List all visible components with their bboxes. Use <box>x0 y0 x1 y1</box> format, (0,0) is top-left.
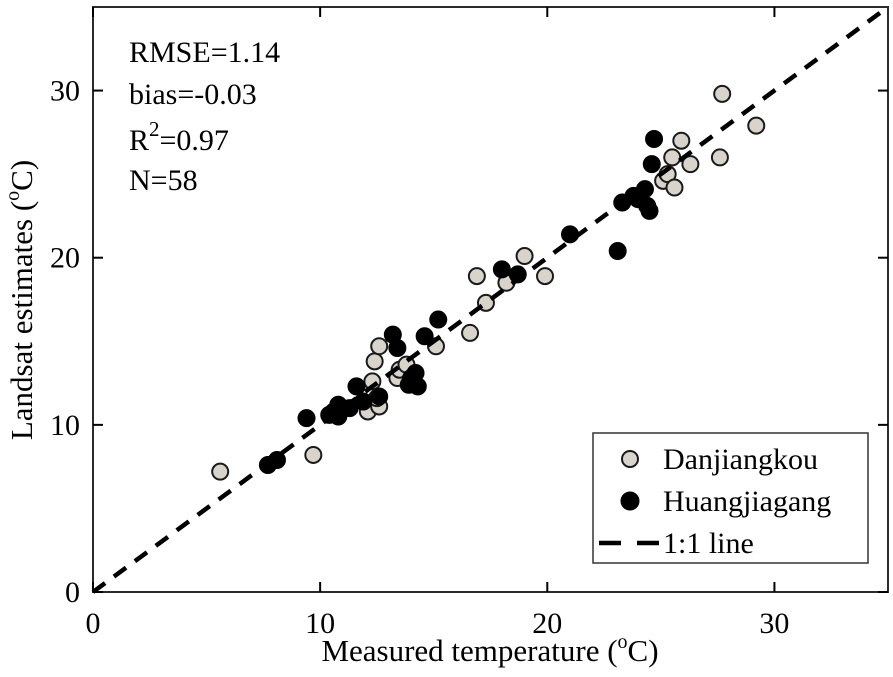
legend-label-huangjiagang: Huangjiagang <box>663 485 831 518</box>
data-point-huangjiagang <box>406 364 425 383</box>
x-tick-label: 0 <box>86 607 101 640</box>
data-point-danjiangkou <box>467 267 486 286</box>
data-point-danjiangkou <box>515 247 534 266</box>
danjiangkou-points-layer <box>211 84 766 481</box>
data-point-huangjiagang <box>508 265 527 284</box>
data-point-danjiangkou <box>365 352 384 371</box>
data-point-danjiangkou <box>710 148 729 167</box>
stats-annotation: RMSE=1.14 bias=-0.03 R2=0.97 N=58 <box>129 36 280 197</box>
data-point-huangjiagang <box>561 225 579 244</box>
data-point-danjiangkou <box>211 462 230 481</box>
data-point-danjiangkou <box>713 84 732 103</box>
data-point-huangjiagang <box>347 377 366 396</box>
plot-border <box>92 6 889 593</box>
data-point-huangjiagang <box>608 242 627 261</box>
data-point-huangjiagang <box>370 387 389 406</box>
data-point-huangjiagang <box>354 392 373 411</box>
data-point-huangjiagang <box>642 155 661 174</box>
y-tick-label: 0 <box>65 576 80 609</box>
one-to-one-line-layer <box>91 5 890 594</box>
data-point-danjiangkou <box>304 445 323 464</box>
data-point-danjiangkou <box>536 267 555 286</box>
legend-marker-huangjiagang-icon <box>620 491 640 511</box>
data-point-huangjiagang <box>329 395 348 414</box>
data-point-huangjiagang <box>429 310 448 329</box>
y-tick-label: 20 <box>50 242 80 275</box>
rmse-text: RMSE=1.14 <box>129 36 280 69</box>
data-point-huangjiagang <box>645 130 664 149</box>
data-point-huangjiagang <box>388 338 407 357</box>
x-axis-label: Measured temperature (oC) <box>321 631 658 668</box>
y-axis-label: Landsat estimates (oC) <box>2 160 39 440</box>
sample-count-text: N=58 <box>129 164 198 197</box>
legend-box: Danjiangkou Huangjiagang 1:1 line <box>592 432 869 564</box>
data-point-danjiangkou <box>747 116 766 135</box>
y-tick-label: 30 <box>50 75 80 108</box>
x-tick-label: 30 <box>759 607 789 640</box>
data-point-huangjiagang <box>267 450 286 469</box>
data-point-danjiangkou <box>672 131 691 150</box>
legend-label-danjiangkou: Danjiangkou <box>663 443 818 476</box>
data-point-danjiangkou <box>370 337 389 356</box>
legend-marker-danjiangkou-icon <box>621 450 639 468</box>
axis-ticks-layer <box>92 7 888 593</box>
data-point-huangjiagang <box>415 327 434 346</box>
data-point-danjiangkou <box>461 323 480 342</box>
r-squared-text: R2=0.97 <box>129 117 229 157</box>
data-point-huangjiagang <box>492 260 511 279</box>
x-tick-label: 20 <box>532 607 562 640</box>
bias-text: bias=-0.03 <box>129 78 257 111</box>
y-tick-label: 10 <box>50 409 80 442</box>
data-point-huangjiagang <box>297 409 316 428</box>
data-point-danjiangkou <box>665 178 684 197</box>
x-tick-label: 10 <box>305 607 335 640</box>
data-point-huangjiagang <box>635 180 654 199</box>
data-point-danjiangkou <box>681 155 700 174</box>
legend-label-one-to-one: 1:1 line <box>663 527 754 560</box>
one-to-one-line <box>91 5 890 594</box>
data-point-huangjiagang <box>640 201 659 220</box>
huangjiagang-points-layer <box>258 130 664 474</box>
data-point-danjiangkou <box>663 148 682 167</box>
axis-tick-labels-layer: 0 10 20 30 0 10 20 30 <box>50 75 789 640</box>
